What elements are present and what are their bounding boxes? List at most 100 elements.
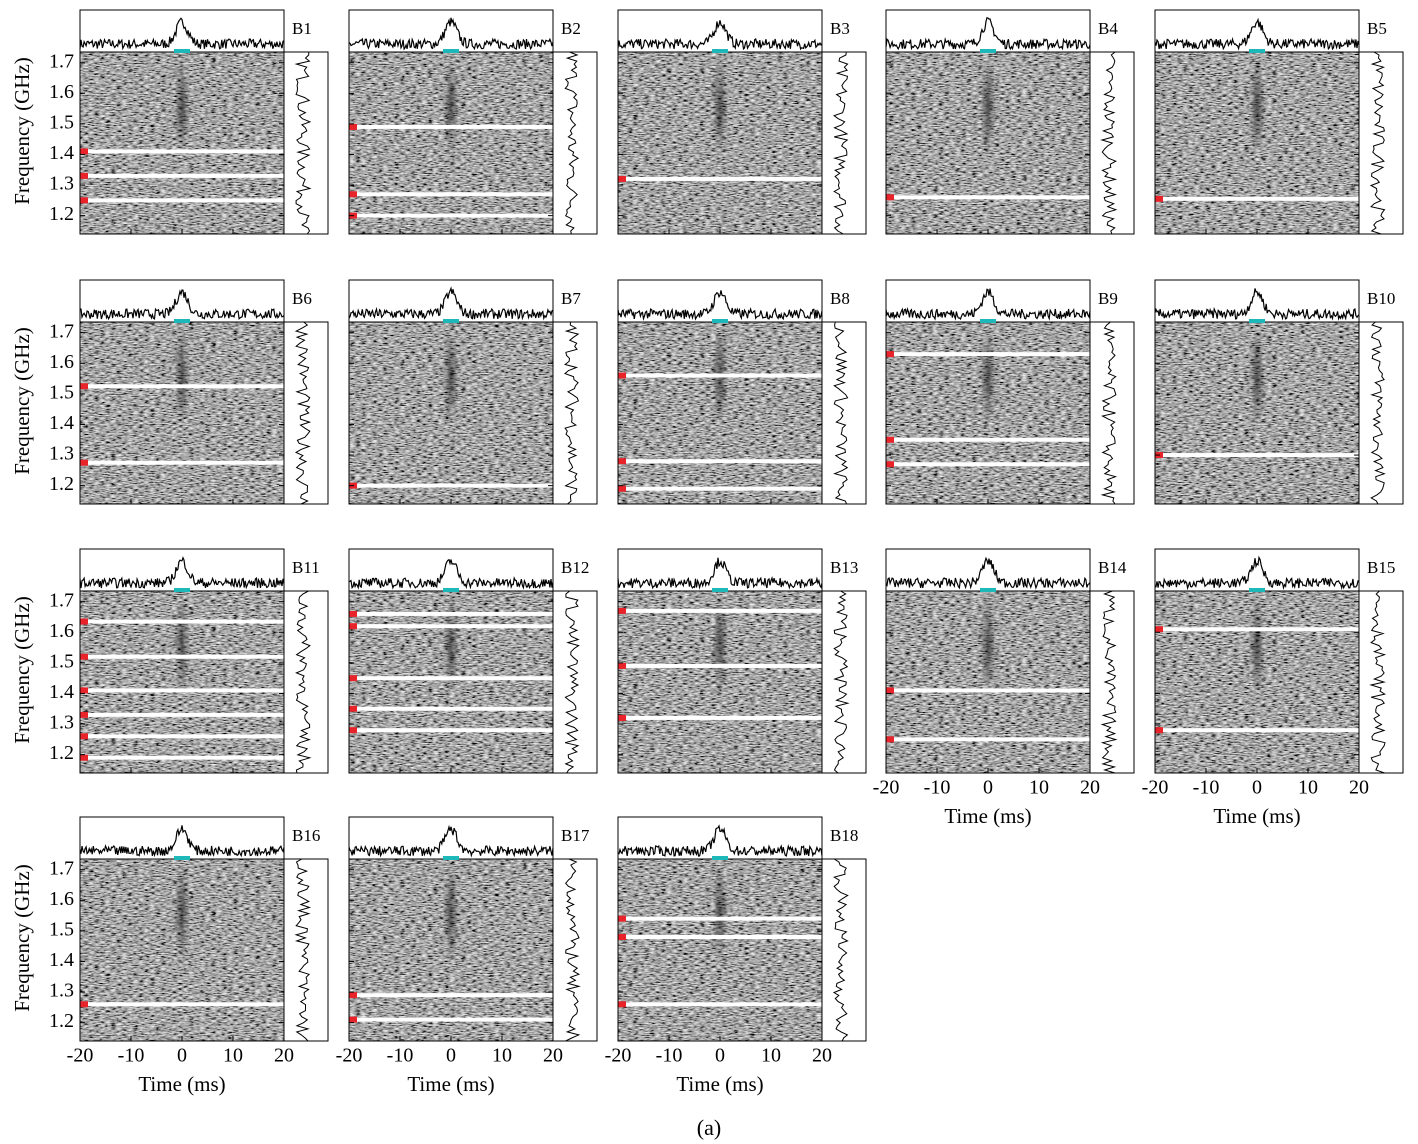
y-tick-label: 1.4 (49, 412, 74, 434)
masked-channel (1155, 196, 1359, 201)
masked-marker (886, 194, 894, 201)
burst-window (712, 49, 728, 53)
burst-feature (712, 862, 728, 965)
y-tick-label: 1.7 (49, 50, 74, 72)
y-axis-label: Frequency (GHz) (10, 57, 34, 205)
y-tick-label: 1.2 (49, 1010, 74, 1032)
burst-window (980, 588, 996, 592)
burst-window (174, 49, 190, 53)
masked-channel (80, 149, 284, 154)
masked-channel (349, 624, 553, 629)
burst-feature (980, 325, 996, 428)
side-spectrum-frame (283, 590, 329, 774)
y-tick-label: 1.5 (49, 111, 74, 133)
masked-channel (349, 676, 553, 681)
masked-marker (886, 436, 894, 443)
masked-marker (80, 754, 88, 761)
y-tick-label: 1.3 (49, 173, 74, 195)
x-axis-label: Time (ms) (407, 1072, 494, 1096)
side-spectrum-trace (295, 590, 312, 774)
masked-marker (349, 123, 357, 130)
masked-channel (349, 611, 553, 616)
burst-window (712, 588, 728, 592)
masked-marker (886, 461, 894, 468)
masked-channel (618, 608, 822, 613)
masked-channel (349, 483, 553, 488)
masked-channel (618, 663, 822, 668)
profile-frame (79, 816, 285, 860)
y-tick-label: 1.6 (49, 620, 74, 642)
panel-label: B2 (561, 19, 581, 38)
side-spectrum-trace (294, 51, 312, 235)
profile-frame (1154, 548, 1360, 592)
x-axis-label: Time (ms) (1213, 804, 1300, 828)
masked-channel (618, 916, 822, 921)
y-tick-label: 1.7 (49, 857, 74, 879)
masked-channel (80, 384, 284, 389)
panel-label: B12 (561, 558, 589, 577)
masked-marker (349, 191, 357, 198)
burst-feature (712, 594, 728, 697)
masked-channel (1155, 728, 1359, 733)
side-spectrum-trace (1100, 590, 1118, 774)
y-tick-label: 1.5 (49, 381, 74, 403)
x-tick-label: 0 (1252, 777, 1262, 799)
masked-marker (886, 687, 894, 694)
masked-marker (80, 459, 88, 466)
masked-marker (80, 383, 88, 390)
profile-trace (617, 290, 823, 322)
x-axis-label: Time (ms) (944, 804, 1031, 828)
x-tick-label: 20 (274, 1045, 294, 1067)
y-tick-label: 1.4 (49, 949, 74, 971)
masked-channel (80, 688, 284, 693)
profile-frame (1154, 279, 1360, 323)
profile-trace (885, 556, 1091, 590)
side-spectrum-trace (1100, 51, 1118, 235)
masked-channel (618, 459, 822, 464)
y-tick-label: 1.2 (49, 473, 74, 495)
masked-marker (618, 485, 626, 492)
burst-window (1249, 319, 1265, 323)
masked-marker (80, 1001, 88, 1008)
masked-channel (349, 706, 553, 711)
y-tick-label: 1.3 (49, 980, 74, 1002)
burst-feature (980, 594, 996, 697)
side-spectrum-trace (294, 321, 312, 505)
y-tick-label: 1.3 (49, 712, 74, 734)
side-spectrum-frame (821, 858, 867, 1042)
y-tick-label: 1.7 (49, 320, 74, 342)
x-tick-label: 20 (812, 1045, 832, 1067)
side-spectrum-trace (294, 858, 312, 1042)
side-spectrum-trace (564, 590, 580, 774)
burst-window (980, 49, 996, 53)
masked-channel (618, 373, 822, 378)
masked-channel (886, 462, 1090, 467)
masked-channel (80, 734, 284, 739)
profile-trace (1154, 288, 1360, 321)
x-tick-label: -20 (67, 1045, 94, 1067)
profile-frame (885, 9, 1091, 53)
masked-marker (80, 687, 88, 694)
masked-marker (1155, 195, 1163, 202)
y-tick-label: 1.4 (49, 681, 74, 703)
masked-marker (618, 458, 626, 465)
burst-window (443, 49, 459, 53)
masked-channel (618, 1002, 822, 1007)
y-tick-label: 1.2 (49, 203, 74, 225)
x-tick-label: 10 (1029, 777, 1049, 799)
x-tick-label: -20 (336, 1045, 363, 1067)
panel-label: B8 (830, 289, 850, 308)
x-tick-label: 0 (177, 1045, 187, 1067)
masked-channel (80, 1002, 284, 1007)
masked-marker (80, 711, 88, 718)
profile-trace (348, 824, 554, 858)
masked-marker (349, 610, 357, 617)
side-spectrum-frame (1089, 321, 1135, 505)
masked-channel (886, 437, 1090, 442)
masked-marker (1155, 727, 1163, 734)
burst-window (174, 588, 190, 592)
masked-channel (886, 195, 1090, 200)
panel-label: B1 (292, 19, 312, 38)
side-spectrum-frame (1089, 51, 1135, 235)
